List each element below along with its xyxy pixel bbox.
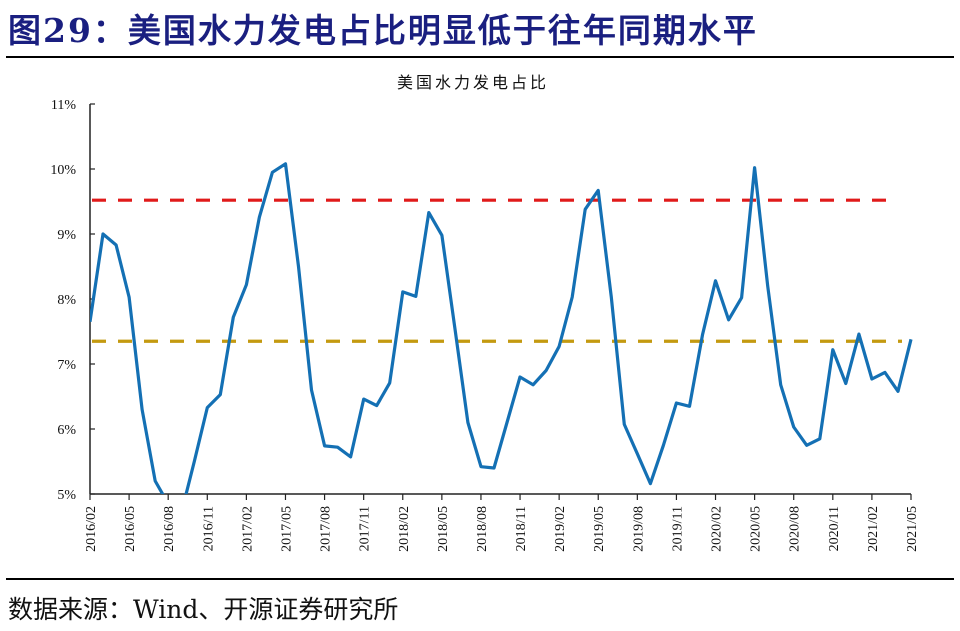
line-chart: 美国水力发电占比 5% 6% 7% 8% 9% 10% 11% 2016/02 2016/05 2…	[50, 73, 920, 552]
x-tick-label: 2019/08	[631, 506, 646, 552]
x-tick-label: 2020/05	[749, 506, 764, 552]
reference-lines	[92, 198, 902, 343]
x-tick-label: 2018/08	[475, 506, 490, 552]
y-tick-label: 11%	[51, 98, 76, 113]
x-tick-label: 2017/08	[319, 506, 334, 552]
x-tick-label: 2016/08	[162, 506, 177, 552]
x-tick-label: 2019/02	[553, 506, 568, 552]
x-tick-label: 2017/05	[279, 506, 294, 552]
title-divider	[6, 56, 954, 58]
x-tick-label: 2021/02	[866, 506, 881, 552]
series-layer	[90, 162, 913, 494]
y-tick-label: 7%	[57, 358, 76, 373]
x-tick-label: 2016/02	[84, 506, 99, 552]
figure-title: 图29：美国水力发电占比明显低于往年同期水平	[8, 11, 758, 50]
y-tick-label: 5%	[57, 488, 76, 503]
x-tick-label: 2018/05	[436, 506, 451, 552]
source-divider	[6, 578, 954, 580]
series-line	[90, 162, 913, 494]
data-source: 数据来源：Wind、开源证券研究所	[8, 595, 399, 624]
y-tick-label: 9%	[57, 228, 76, 243]
x-tick-label: 2018/11	[514, 506, 529, 551]
x-tick-label: 2016/11	[201, 506, 216, 551]
x-tick-label: 2017/02	[240, 506, 255, 552]
y-tick-label: 10%	[50, 163, 76, 178]
x-tick-label: 2019/11	[670, 506, 685, 551]
x-tick-label: 2019/05	[592, 506, 607, 552]
x-tick-label: 2020/02	[710, 506, 725, 552]
x-tick-label: 2020/11	[827, 506, 842, 551]
x-tick-label: 2017/11	[358, 506, 373, 551]
axes: 5% 6% 7% 8% 9% 10% 11% 2016/02 2016/05 2016/08 201…	[50, 98, 920, 552]
chart-title: 美国水力发电占比	[397, 73, 549, 92]
x-tick-label: 2020/08	[788, 506, 803, 552]
x-tick-label: 2021/05	[905, 506, 920, 552]
x-tick-label: 2016/05	[123, 506, 138, 552]
y-tick-label: 8%	[57, 293, 76, 308]
x-tick-label: 2018/02	[397, 506, 412, 552]
y-tick-label: 6%	[57, 423, 76, 438]
